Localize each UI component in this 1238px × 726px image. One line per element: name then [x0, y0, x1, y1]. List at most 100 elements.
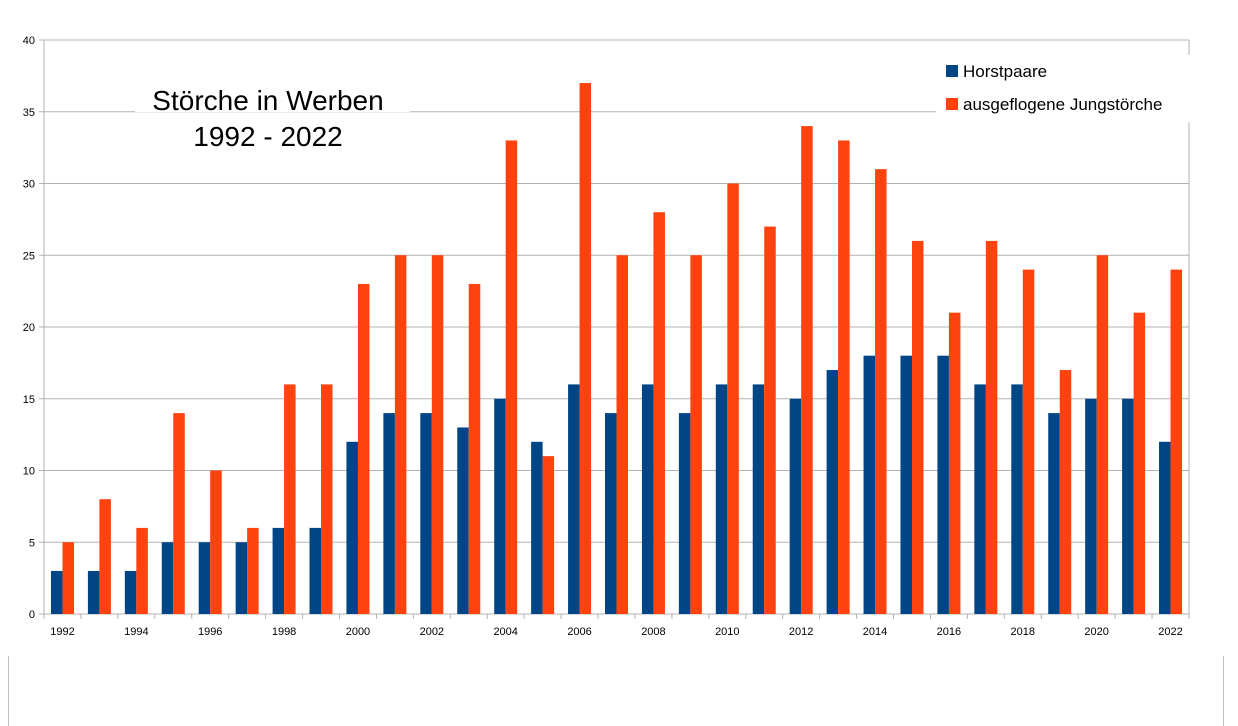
bar-horstpaare-2009	[678, 413, 691, 614]
bar-jungstoerche-2007	[616, 255, 628, 614]
bar-jungstoerche-2011	[764, 226, 776, 615]
chart-title-line-2: 1992 - 2022	[193, 121, 342, 152]
bar-jungstoerche-2004	[505, 140, 518, 614]
bar-jungstoerche-2009	[690, 255, 702, 614]
bar-horstpaare-2004	[494, 398, 506, 614]
bar-horstpaare-2002	[420, 413, 432, 614]
bar-horstpaare-2008	[641, 384, 654, 614]
bar-jungstoerche-2000	[357, 283, 370, 614]
y-tick-label-10: 10	[23, 466, 35, 478]
bar-jungstoerche-2013	[838, 140, 850, 614]
bar-horstpaare-2001	[383, 413, 395, 614]
legend-background	[936, 55, 1194, 122]
x-tick-label-2004: 2004	[493, 626, 517, 638]
bar-horstpaare-1995	[161, 542, 174, 614]
bar-jungstoerche-2012	[801, 126, 813, 614]
x-tick-label-2002: 2002	[420, 626, 444, 638]
legend: Horstpaare ausgeflogene Jungstörche	[936, 55, 1194, 122]
legend-swatch-jungstoerche	[946, 98, 958, 110]
bar-horstpaare-2003	[457, 427, 469, 614]
bar-horstpaare-2016	[937, 355, 949, 614]
bar-horstpaare-2020	[1085, 398, 1097, 614]
bar-horstpaare-2007	[605, 413, 617, 614]
bar-horstpaare-2013	[826, 370, 839, 614]
bar-horstpaare-2015	[900, 355, 912, 614]
bar-horstpaare-1999	[309, 527, 322, 614]
bar-horstpaare-2018	[1011, 384, 1023, 614]
y-tick-label-30: 30	[23, 179, 35, 191]
bar-horstpaare-2000	[346, 441, 358, 614]
x-tick-label-2008: 2008	[641, 626, 665, 638]
axes: 0 5 10 15 20 25 30 35 40 1992 1994 1996 1998 2000 2002…	[23, 35, 1190, 638]
x-tick-label-2022: 2022	[1158, 626, 1182, 638]
frame-right-line	[1223, 656, 1224, 726]
y-tick-label-0: 0	[29, 609, 35, 621]
chart-title-line-1: Störche in Werben	[152, 85, 383, 116]
bar-horstpaare-2012	[789, 398, 802, 614]
bar-horstpaare-2021	[1122, 398, 1134, 614]
x-tick-label-2012: 2012	[789, 626, 813, 638]
bar-horstpaare-2014	[863, 355, 876, 614]
bar-jungstoerche-2005	[542, 456, 555, 614]
x-tick-label-2000: 2000	[346, 626, 370, 638]
bar-jungstoerche-2018	[1022, 269, 1035, 614]
bar-jungstoerche-2003	[468, 283, 481, 614]
legend-label-jungstoerche: ausgeflogene Jungstörche	[963, 95, 1162, 114]
bar-jungstoerche-2016	[948, 312, 961, 614]
bar-jungstoerche-2002	[431, 255, 444, 614]
chart-title: Störche in Werben 1992 - 2022	[135, 84, 410, 152]
y-tick-label-20: 20	[23, 322, 35, 334]
bar-horstpaare-1993	[87, 570, 100, 614]
bar-horstpaare-1998	[272, 527, 285, 614]
bar-jungstoerche-2006	[579, 83, 592, 615]
bar-jungstoerche-1995	[173, 413, 185, 614]
x-tick-label-2006: 2006	[567, 626, 591, 638]
bar-horstpaare-1997	[235, 542, 248, 614]
y-tick-label-40: 40	[23, 35, 35, 47]
bar-horstpaare-2022	[1159, 441, 1171, 614]
bar-horstpaare-2005	[531, 441, 543, 614]
y-tick-label-5: 5	[29, 537, 35, 549]
bar-horstpaare-1996	[198, 542, 211, 614]
bar-jungstoerche-1998	[284, 384, 296, 614]
bar-jungstoerche-1997	[247, 527, 259, 614]
bar-horstpaare-2019	[1048, 413, 1060, 614]
bars	[50, 83, 1183, 615]
y-tick-label-25: 25	[23, 250, 35, 262]
bar-horstpaare-1994	[124, 570, 137, 614]
bar-jungstoerche-2010	[727, 183, 739, 614]
x-tick-label-1992: 1992	[50, 626, 74, 638]
x-tick-label-2010: 2010	[715, 626, 739, 638]
x-tick-label-1998: 1998	[272, 626, 296, 638]
title-background	[135, 84, 410, 112]
bar-jungstoerche-2015	[911, 240, 924, 614]
bar-jungstoerche-2020	[1096, 255, 1109, 614]
frame-left-line	[8, 656, 9, 726]
bar-jungstoerche-2017	[985, 240, 998, 614]
bar-jungstoerche-1999	[321, 384, 333, 614]
bar-jungstoerche-1993	[99, 499, 111, 614]
x-tick-label-1994: 1994	[124, 626, 148, 638]
bar-horstpaare-1992	[50, 570, 63, 614]
x-tick-label-2016: 2016	[937, 626, 961, 638]
bar-horstpaare-2011	[752, 384, 765, 614]
bar-horstpaare-2006	[568, 384, 580, 614]
legend-label-horstpaare: Horstpaare	[963, 62, 1047, 81]
legend-swatch-horstpaare	[946, 65, 958, 77]
y-tick-label-35: 35	[23, 107, 35, 119]
bar-jungstoerche-2022	[1170, 269, 1183, 614]
y-tick-label-15: 15	[23, 394, 35, 406]
bar-jungstoerche-2019	[1059, 370, 1072, 614]
bar-jungstoerche-2008	[653, 212, 665, 614]
bar-jungstoerche-1992	[62, 542, 74, 614]
bar-jungstoerche-2021	[1133, 312, 1146, 614]
x-tick-label-2020: 2020	[1084, 626, 1108, 638]
x-tick-label-2018: 2018	[1011, 626, 1035, 638]
bar-jungstoerche-1994	[136, 527, 148, 614]
bar-horstpaare-2010	[715, 384, 728, 614]
bar-horstpaare-2017	[974, 384, 986, 614]
bar-jungstoerche-1996	[210, 470, 222, 614]
bar-jungstoerche-2014	[875, 169, 887, 614]
x-tick-label-2014: 2014	[863, 626, 887, 638]
